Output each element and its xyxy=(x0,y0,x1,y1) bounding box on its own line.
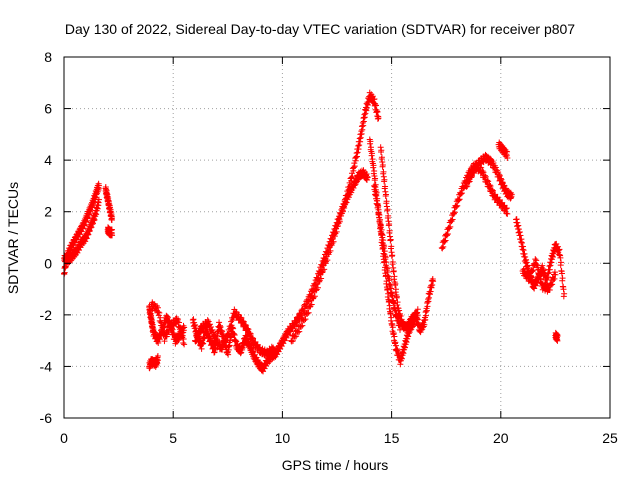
plus-markers xyxy=(61,89,568,375)
y-tick-label: 8 xyxy=(44,49,52,65)
chart-title: Day 130 of 2022, Sidereal Day-to-day VTE… xyxy=(65,21,575,37)
y-tick-label: -4 xyxy=(40,358,53,374)
x-tick-label: 10 xyxy=(275,430,291,446)
plot-frame xyxy=(63,56,611,419)
y-tick-label: -6 xyxy=(40,410,53,426)
x-tick-label: 15 xyxy=(384,430,400,446)
x-tick-label: 25 xyxy=(602,430,618,446)
x-axis-ticks: 0 5 10 15 20 25 xyxy=(60,57,618,446)
y-tick-label: 2 xyxy=(44,204,52,220)
y-tick-label: 0 xyxy=(44,255,52,271)
grid xyxy=(64,57,610,418)
plot-border xyxy=(63,56,611,419)
x-tick-label: 20 xyxy=(493,430,509,446)
y-tick-label: 6 xyxy=(44,101,52,117)
x-axis-label: GPS time / hours xyxy=(282,457,389,473)
y-axis-ticks: -6 -4 -2 0 2 4 6 8 xyxy=(40,49,610,426)
y-tick-label: -2 xyxy=(40,307,53,323)
y-axis-label: SDTVAR / TECUs xyxy=(5,182,21,294)
y-tick-label: 4 xyxy=(44,152,52,168)
data-points xyxy=(61,89,568,375)
x-tick-label: 5 xyxy=(169,430,177,446)
x-tick-label: 0 xyxy=(60,430,68,446)
